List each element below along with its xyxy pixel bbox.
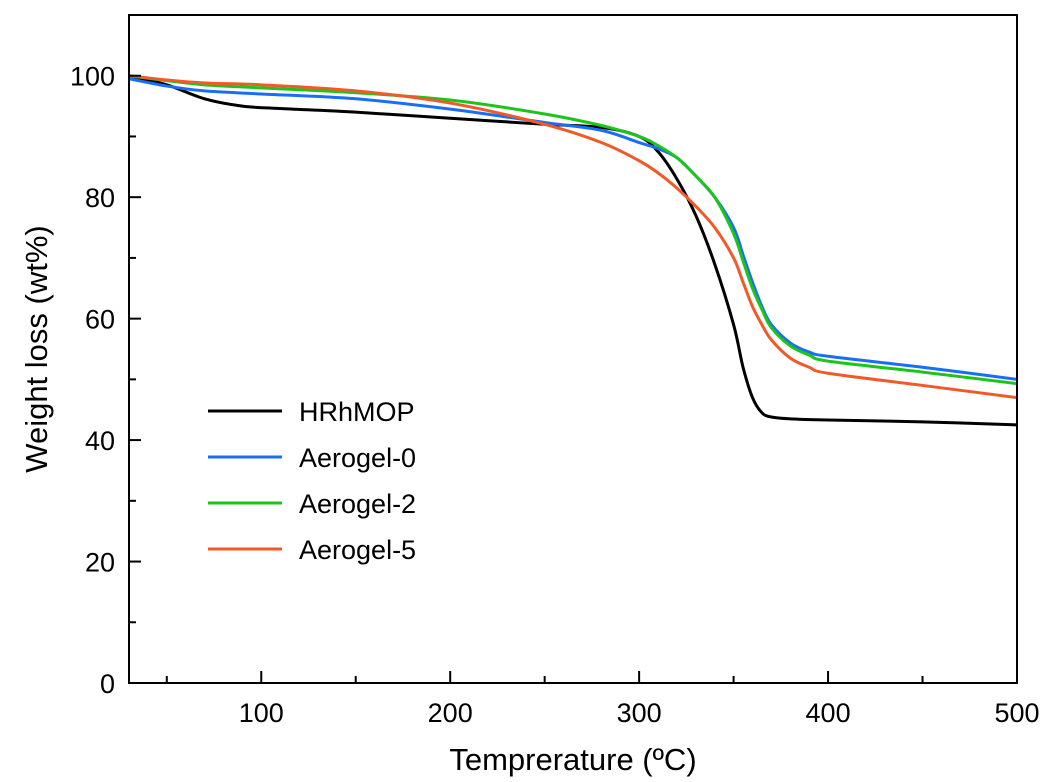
x-tick-label: 500 <box>994 698 1039 728</box>
y-axis-label: Weight loss (wt%) <box>19 225 54 473</box>
series-line-3 <box>128 74 1018 400</box>
legend: HRhMOP Aerogel-0 Aerogel-2 Aerogel-5 <box>208 397 416 565</box>
series-layer <box>128 74 1018 427</box>
y-tick-label: 20 <box>85 548 115 578</box>
x-tick-label: 300 <box>617 698 662 728</box>
legend-label-0: HRhMOP <box>299 397 415 427</box>
series-line-2 <box>128 74 1018 386</box>
x-tick-label: 100 <box>239 698 284 728</box>
legend-label-2: Aerogel-2 <box>299 489 416 519</box>
x-tick-label: 200 <box>428 698 473 728</box>
x-axis-label: Temprerature (ºC) <box>449 742 696 777</box>
ticks-layer: 100 200 300 400 500 0 20 40 60 80 100 <box>70 62 1040 728</box>
y-tick-label: 60 <box>85 305 115 335</box>
x-tick-label: 400 <box>806 698 851 728</box>
y-tick-label: 40 <box>85 426 115 456</box>
series-line-0 <box>128 74 1018 427</box>
legend-label-1: Aerogel-0 <box>299 443 416 473</box>
y-tick-label: 80 <box>85 183 115 213</box>
y-tick-label: 100 <box>70 62 115 92</box>
plot-frame <box>128 14 1018 684</box>
y-tick-label: 0 <box>100 669 115 699</box>
series-line-1 <box>128 77 1018 381</box>
legend-label-3: Aerogel-5 <box>299 535 416 565</box>
